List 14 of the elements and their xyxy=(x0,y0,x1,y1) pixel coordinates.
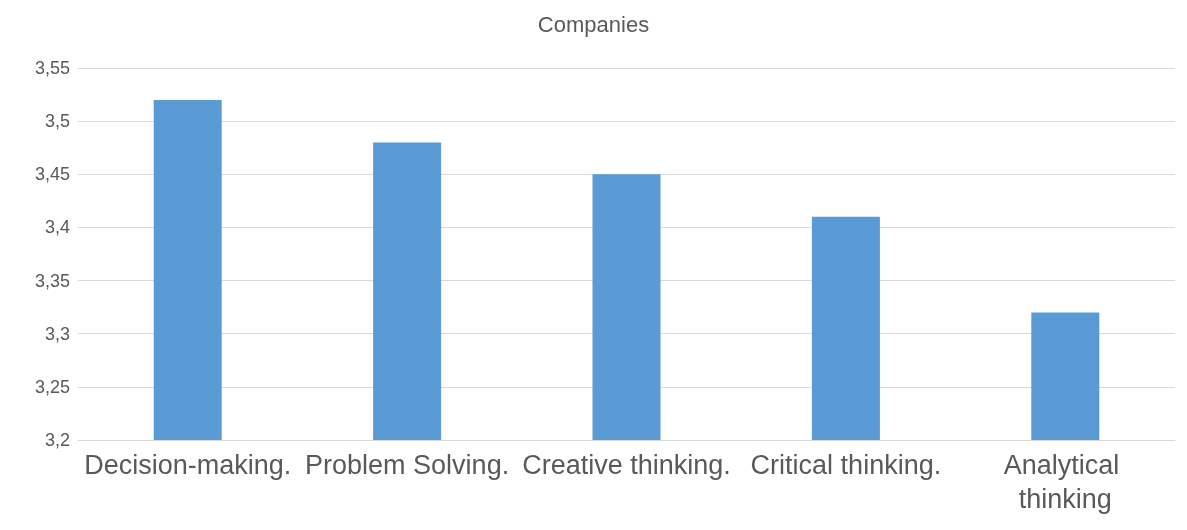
y-tick-label: 3,25 xyxy=(34,376,70,397)
chart-title: Companies xyxy=(537,11,650,37)
y-tick-label: 3,2 xyxy=(44,430,70,450)
x-tick-label: Analytical thinking xyxy=(1003,450,1127,514)
y-tick-label: 3,3 xyxy=(44,323,70,344)
y-tick-label: 3,45 xyxy=(34,164,70,185)
x-tick-label: Critical thinking. xyxy=(750,450,942,480)
x-tick-label: Creative thinking. xyxy=(522,450,731,480)
y-tick-label: 3,55 xyxy=(34,58,70,78)
y-tick-label: 3,35 xyxy=(34,270,70,291)
y-tick-label: 3,4 xyxy=(44,217,70,238)
x-tick-label: Problem Solving. xyxy=(305,450,510,480)
y-tick-label: 3,5 xyxy=(44,111,70,132)
x-tick-label: Decision-making. xyxy=(84,450,292,480)
